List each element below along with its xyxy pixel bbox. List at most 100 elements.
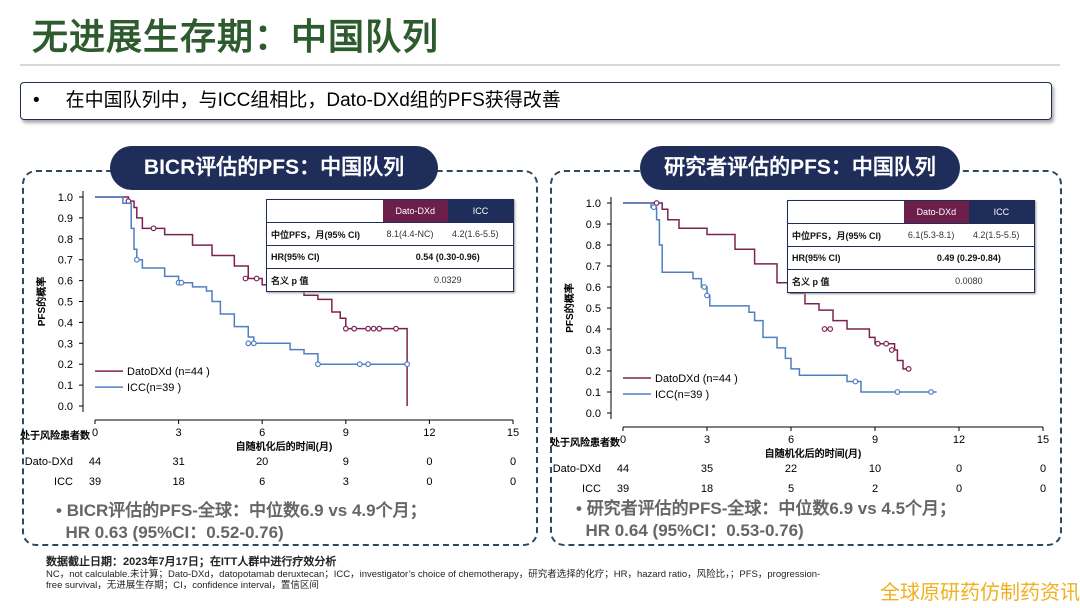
- risk-count: 31: [172, 456, 184, 468]
- censor-mark: [821, 326, 828, 332]
- risk-count: 0: [510, 476, 516, 488]
- censor-mark: [376, 325, 383, 332]
- km-curve-dato: [623, 202, 912, 370]
- median-dato: 8.1(4.4-NC): [382, 222, 448, 246]
- row-label: 名义 p 值: [271, 275, 309, 286]
- y-tick-label: 0.6: [58, 276, 73, 288]
- row-label: 中位PFS，月(95% CI): [792, 230, 882, 241]
- abbreviations: free survival，无进展生存期；CI，confidence inter…: [46, 580, 319, 591]
- abbreviations: NC，not calculable.未计算；Dato-DXd，datopotam…: [46, 569, 821, 580]
- km-curve-icc: [95, 196, 408, 365]
- x-tick-label: 15: [1037, 434, 1049, 446]
- stats-table-investigator: Dato-DXd ICC 中位PFS，月(95% CI) 6.1(5.3-8.1) 4…: [787, 200, 1035, 293]
- y-tick-label: 0.2: [58, 359, 73, 371]
- x-tick-label: 12: [423, 427, 435, 439]
- risk-count: 10: [869, 463, 881, 475]
- risk-count: 0: [426, 456, 432, 468]
- censor-mark: [342, 325, 349, 332]
- y-tick-label: 0.9: [586, 219, 601, 231]
- risk-table-header: 处于风险患者数: [19, 429, 91, 442]
- censor-mark: [928, 389, 934, 395]
- risk-row-label: ICC: [582, 483, 601, 495]
- censor-mark: [894, 389, 901, 395]
- legend-label: DatoDXd (n=44 ): [127, 366, 210, 378]
- censor-mark: [874, 340, 881, 347]
- censor-mark: [650, 204, 657, 211]
- stats-table-bicr: Dato-DXd ICC 中位PFS，月(95% CI) 8.1(4.4-NC) 4.…: [266, 199, 514, 292]
- censor-mark: [827, 326, 834, 332]
- p-value: 0.0329: [382, 268, 514, 292]
- row-label: HR(95% CI): [792, 253, 841, 263]
- y-tick-label: 0.3: [58, 338, 73, 350]
- y-tick-label: 0.0: [58, 401, 73, 413]
- censor-mark: [370, 325, 377, 332]
- censor-mark: [653, 200, 660, 206]
- risk-count: 39: [617, 483, 629, 495]
- legend-label: ICC(n=39 ): [127, 382, 181, 394]
- x-tick-label: 0: [620, 434, 626, 446]
- x-tick-label: 9: [343, 427, 349, 439]
- risk-count: 39: [89, 476, 101, 488]
- key-message-box: • 在中国队列中，与ICC组相比，Dato-DXd组的PFS获得改善: [20, 82, 1052, 120]
- censor-mark: [883, 340, 890, 347]
- y-tick-label: 0.3: [586, 345, 601, 357]
- x-tick-label: 12: [953, 434, 965, 446]
- col-dato: Dato-DXd: [382, 199, 448, 223]
- risk-count: 0: [426, 476, 432, 488]
- col-icc: ICC: [968, 200, 1035, 224]
- censor-mark: [701, 284, 708, 290]
- page-title: 无进展生存期：中国队列: [32, 16, 440, 57]
- x-tick-label: 0: [92, 427, 98, 439]
- x-tick-label: 6: [259, 427, 265, 439]
- risk-count: 44: [89, 456, 101, 468]
- median-icc: 4.2(1.6-5.5): [448, 222, 514, 246]
- key-message: 在中国队列中，与ICC组相比，Dato-DXd组的PFS获得改善: [65, 90, 561, 111]
- censor-mark: [250, 340, 257, 347]
- risk-row-label: Dato-DXd: [25, 456, 73, 468]
- divider: [20, 64, 1060, 66]
- risk-count: 0: [510, 456, 516, 468]
- risk-row-label: ICC: [54, 476, 73, 488]
- row-label: HR(95% CI): [271, 252, 320, 262]
- x-tick-label: 6: [788, 434, 794, 446]
- y-tick-label: 0.8: [58, 234, 73, 246]
- p-value: 0.0080: [903, 269, 1035, 293]
- y-axis-label: PFS的概率: [35, 277, 48, 326]
- legend-label: DatoDXd (n=44 ): [655, 373, 738, 385]
- censor-mark: [315, 361, 321, 368]
- risk-count: 0: [1040, 483, 1046, 495]
- summary-line: BICR评估的PFS-全球：中位数6.9 vs 4.9个月；: [66, 501, 427, 520]
- censor-mark: [365, 361, 371, 368]
- y-tick-label: 0.6: [586, 282, 601, 294]
- risk-count: 3: [343, 476, 349, 488]
- risk-count: 0: [956, 463, 962, 475]
- y-tick-label: 0.2: [586, 366, 601, 378]
- censor-mark: [393, 325, 399, 332]
- censor-mark: [905, 366, 912, 372]
- y-axis-label: PFS的概率: [563, 283, 576, 332]
- global-summary-bicr: • BICR评估的PFS-全球：中位数6.9 vs 4.9个月； HR 0.63…: [56, 501, 427, 542]
- censor-mark: [133, 256, 140, 263]
- risk-table-header: 处于风险患者数: [549, 436, 621, 449]
- x-tick-label: 3: [704, 434, 710, 446]
- y-tick-label: 0.1: [586, 387, 601, 399]
- risk-count: 18: [701, 483, 713, 495]
- median-icc: 4.2(1.5-5.5): [968, 223, 1035, 247]
- col-dato: Dato-DXd: [903, 200, 969, 224]
- y-tick-label: 0.8: [586, 240, 601, 252]
- censor-mark: [852, 378, 859, 385]
- y-tick-label: 1.0: [586, 198, 601, 210]
- censor-mark: [242, 275, 249, 282]
- hr-value: 0.49 (0.29-0.84): [936, 253, 1001, 263]
- censor-mark: [351, 325, 358, 332]
- summary-line: 研究者评估的PFS-全球：中位数6.9 vs 4.5个月；: [586, 499, 957, 518]
- risk-count: 22: [785, 463, 797, 475]
- y-tick-label: 0.4: [586, 324, 601, 336]
- hr-value: 0.54 (0.30-0.96): [415, 252, 480, 262]
- risk-count: 44: [617, 463, 629, 475]
- y-tick-label: 0.7: [58, 255, 73, 267]
- risk-count: 6: [259, 476, 265, 488]
- y-tick-label: 1.0: [58, 192, 73, 204]
